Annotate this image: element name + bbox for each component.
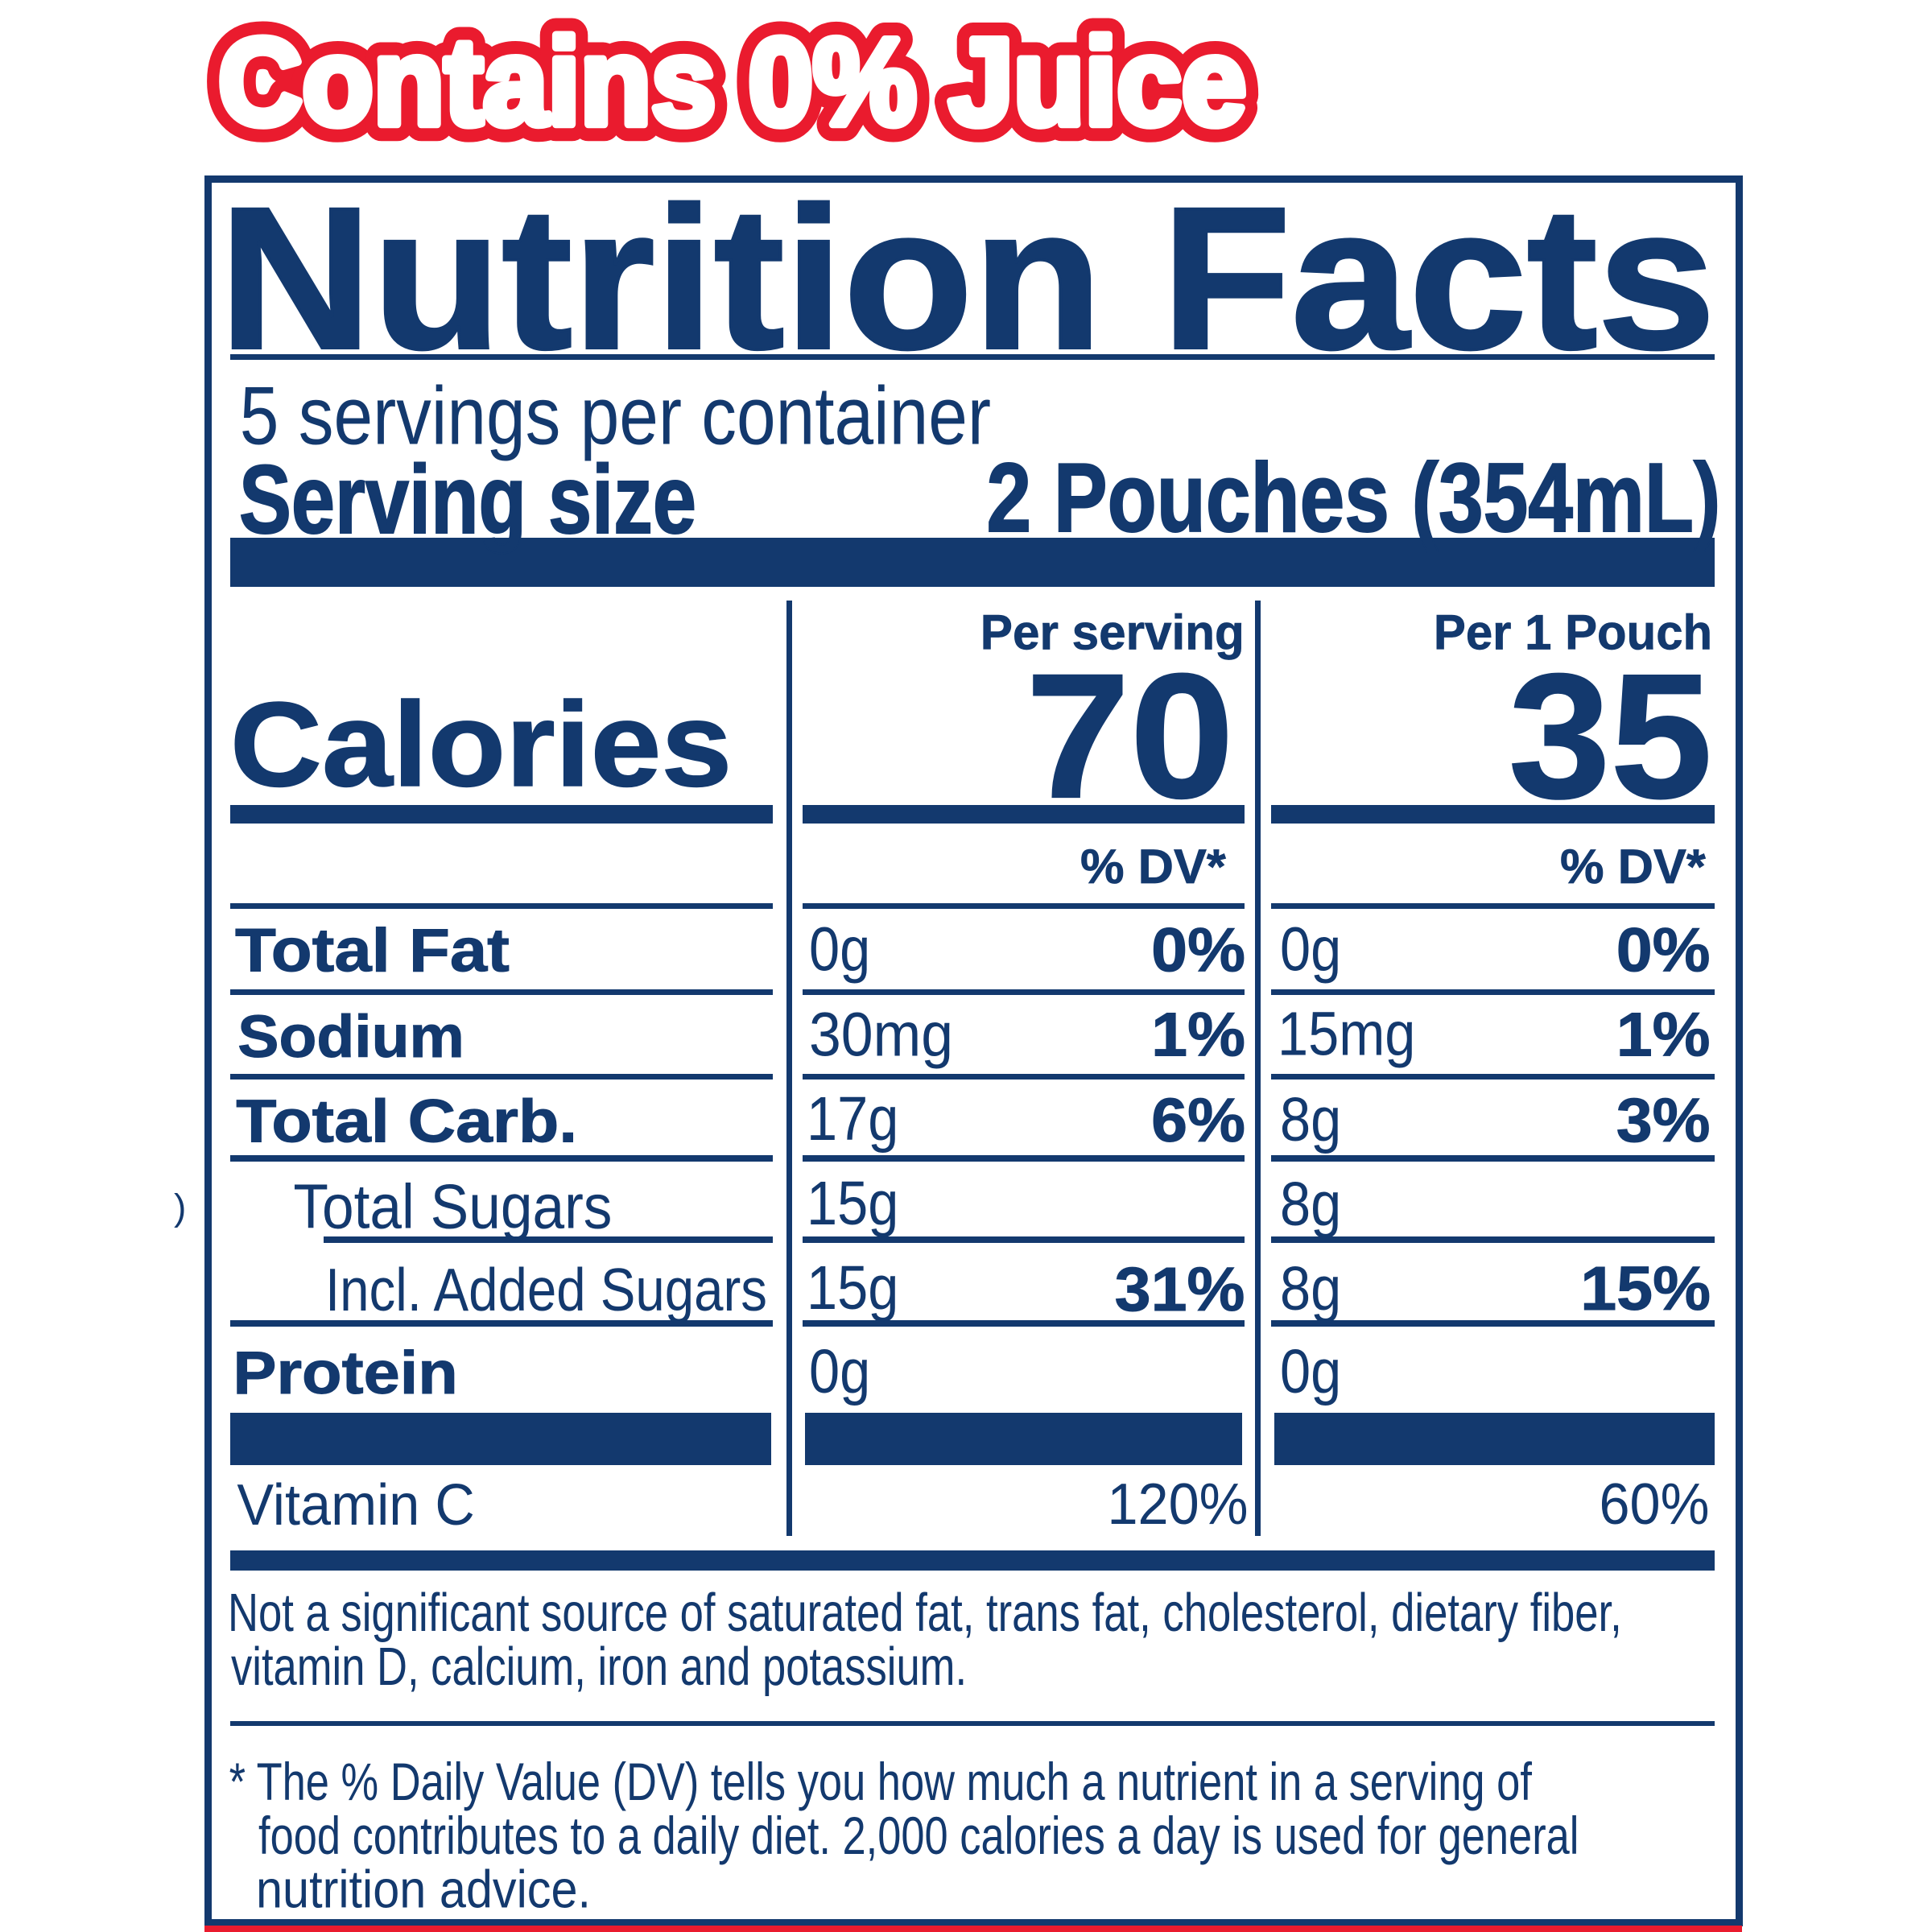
svg-text:Contains 0% Juice: Contains 0% Juice — [218, 13, 1246, 151]
svg-text:Contains 0% Juice: Contains 0% Juice — [218, 13, 1246, 151]
